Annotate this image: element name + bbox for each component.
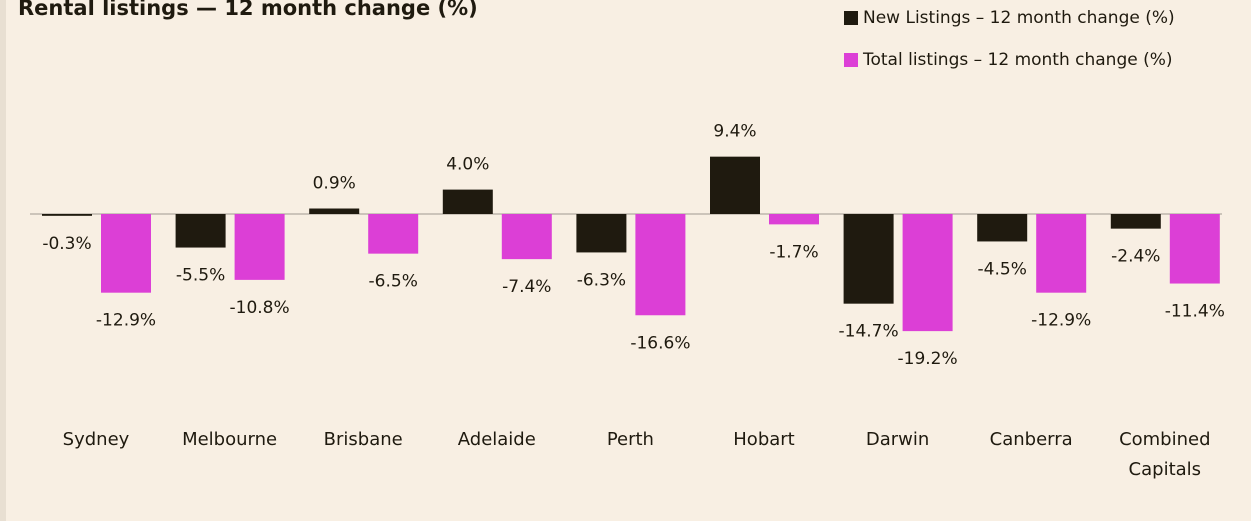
x-tick-label: Melbourne (182, 429, 278, 450)
plot: -0.3% -12.9% -5.5%-10.8% 0.9% -6.5% 4.0% -7.4%… (30, 122, 1225, 369)
legend-label: New Listings – 12 month change (%) (863, 8, 1175, 28)
bar (309, 208, 360, 214)
value-label: -0.3% (42, 234, 91, 254)
bar (902, 214, 953, 332)
legend-swatch (844, 53, 858, 67)
bar (1169, 214, 1220, 284)
legend-item: Total listings – 12 month change (%) (844, 50, 1173, 70)
bar (42, 214, 92, 216)
bar (1110, 214, 1161, 229)
bar (710, 156, 760, 214)
value-label: -6.5% (369, 272, 418, 292)
value-label: -4.5% (978, 259, 1027, 279)
legend-swatch (844, 11, 858, 25)
x-tick-label: Canberra (989, 429, 1073, 450)
x-tick-label: Hobart (733, 429, 795, 450)
x-tick-label: Combined Capitals (1119, 429, 1211, 480)
value-label: -10.8% (230, 298, 290, 318)
value-label: -16.6% (630, 333, 690, 353)
bar (175, 214, 226, 248)
chart-title: Rental listings — 12 month change (%) (18, 0, 478, 20)
x-tick-label: Sydney (62, 429, 130, 450)
bar (101, 214, 151, 293)
value-label: -12.9% (1031, 311, 1091, 331)
value-label: -1.7% (769, 242, 818, 262)
legend-item: New Listings – 12 month change (%) (844, 8, 1175, 28)
value-label: -5.5% (176, 266, 225, 286)
value-label: -2.4% (1111, 247, 1160, 267)
value-label: -7.4% (502, 277, 551, 297)
value-label: -6.3% (577, 270, 626, 290)
bar (769, 214, 819, 225)
x-tick-label: Darwin (865, 429, 930, 450)
bar (1036, 214, 1087, 293)
value-label: -14.7% (839, 322, 899, 342)
x-tick-label: Brisbane (323, 429, 403, 450)
bar (442, 189, 493, 214)
value-label: 9.4% (713, 122, 756, 142)
value-label: 4.0% (446, 155, 489, 175)
x-tick-label: Perth (606, 429, 654, 450)
bar (234, 214, 285, 280)
x-tick-label: Adelaide (457, 429, 536, 450)
bar (368, 214, 419, 254)
value-label: -11.4% (1165, 302, 1225, 322)
bar (977, 214, 1028, 242)
value-label: -19.2% (898, 349, 958, 369)
value-label: -12.9% (96, 311, 156, 331)
value-label: 0.9% (313, 174, 356, 194)
bar (843, 214, 894, 304)
bar (501, 214, 552, 260)
legend-label: Total listings – 12 month change (%) (863, 50, 1173, 70)
bar (635, 214, 686, 316)
bar (576, 214, 627, 253)
